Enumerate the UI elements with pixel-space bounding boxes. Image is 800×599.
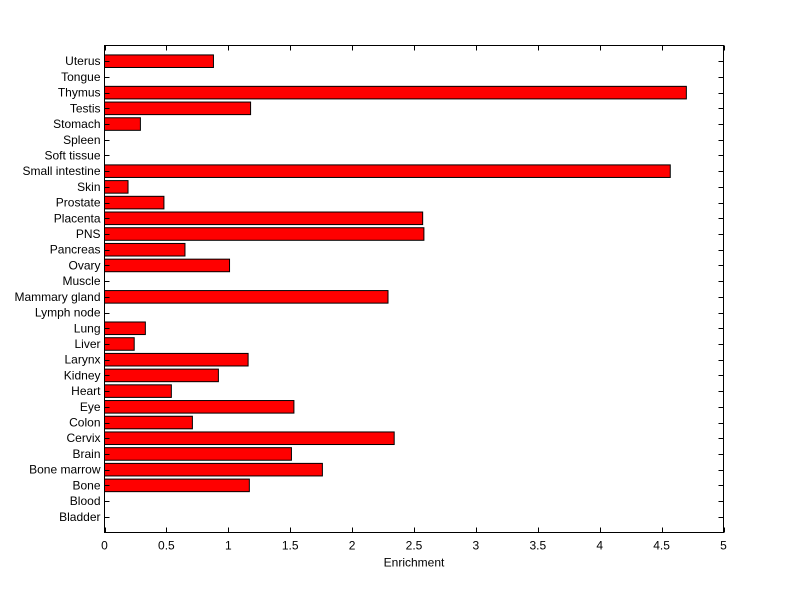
x-tick-label: 4.5 <box>653 539 670 553</box>
bar-uterus <box>104 54 214 68</box>
y-tick-label: Uterus <box>65 54 100 68</box>
ticks-group <box>104 45 725 533</box>
y-tick-label: Lymph node <box>35 306 101 320</box>
y-tick-label: Tongue <box>61 70 101 84</box>
bar-cervix <box>104 431 395 446</box>
x-tick-label: 0.5 <box>158 539 175 553</box>
y-tick-label: Cervix <box>66 431 100 445</box>
y-tick-label: Testis <box>70 101 101 115</box>
y-tick-label: Eye <box>80 400 101 414</box>
x-tick-label: 5 <box>720 539 727 553</box>
y-tick-label: Colon <box>69 416 100 430</box>
bar-bone-marrow <box>104 462 323 477</box>
bar-stomach <box>104 117 141 131</box>
y-tick-label: Brain <box>72 447 100 461</box>
y-tick-label: Bladder <box>59 510 100 524</box>
bar-thymus <box>104 85 687 100</box>
bar-brain <box>104 447 292 461</box>
y-tick-label: Spleen <box>63 133 100 147</box>
bar-skin <box>104 180 129 194</box>
bar-larynx <box>104 352 249 367</box>
bar-eye <box>104 400 295 414</box>
y-tick-label: Mammary gland <box>14 290 100 304</box>
bar-ovary <box>104 258 231 273</box>
x-tick-labels: 0 0.5 1 1.5 2 2.5 3 3.5 4 4.5 5 <box>101 539 727 553</box>
y-tick-label: Larynx <box>64 353 100 367</box>
y-tick-label: Thymus <box>58 86 101 100</box>
x-tick-label: 3 <box>473 539 480 553</box>
y-tick-label: Bone <box>72 478 100 492</box>
y-tick-label: Bone marrow <box>29 463 101 477</box>
x-tick-label: 3.5 <box>529 539 546 553</box>
y-tick-label: Skin <box>77 180 100 194</box>
y-tick-label: Placenta <box>54 211 101 225</box>
y-tick-label: Prostate <box>56 196 101 210</box>
y-tick-label: PNS <box>76 227 101 241</box>
bar-placenta <box>104 211 424 226</box>
x-tick-label: 0 <box>101 539 108 553</box>
bar-prostate <box>104 195 165 210</box>
bar-kidney <box>104 368 219 383</box>
y-tick-label: Muscle <box>62 274 100 288</box>
y-tick-label: Ovary <box>68 258 100 272</box>
y-tick-label: Heart <box>71 384 101 398</box>
bar-colon <box>104 415 193 430</box>
x-tick-label: 1 <box>225 539 232 553</box>
y-tick-label: Pancreas <box>50 243 101 257</box>
bar-small-intestine <box>104 164 671 178</box>
y-tick-label: Lung <box>74 321 101 335</box>
x-tick-label: 2 <box>349 539 356 553</box>
bar-lung <box>104 321 146 336</box>
plot-frame <box>104 45 724 533</box>
x-axis-label: Enrichment <box>384 556 445 570</box>
y-tick-label: Blood <box>70 494 101 508</box>
bar-pns <box>104 227 425 241</box>
bar-bone <box>104 478 250 493</box>
x-tick-label: 2.5 <box>406 539 423 553</box>
x-tick-label: 4 <box>596 539 603 553</box>
y-tick-label: Stomach <box>53 117 100 131</box>
bar-heart <box>104 384 172 398</box>
y-tick-label: Kidney <box>64 368 101 382</box>
bar-liver <box>104 337 135 351</box>
x-tick-label: 1.5 <box>282 539 299 553</box>
y-tick-label: Small intestine <box>22 164 100 178</box>
y-tick-label: Liver <box>74 337 100 351</box>
bar-mammary-gland <box>104 290 389 304</box>
bar-pancreas <box>104 242 186 257</box>
bars-group <box>104 54 687 493</box>
y-tick-label: Soft tissue <box>44 148 100 162</box>
bar-testis <box>104 101 252 116</box>
